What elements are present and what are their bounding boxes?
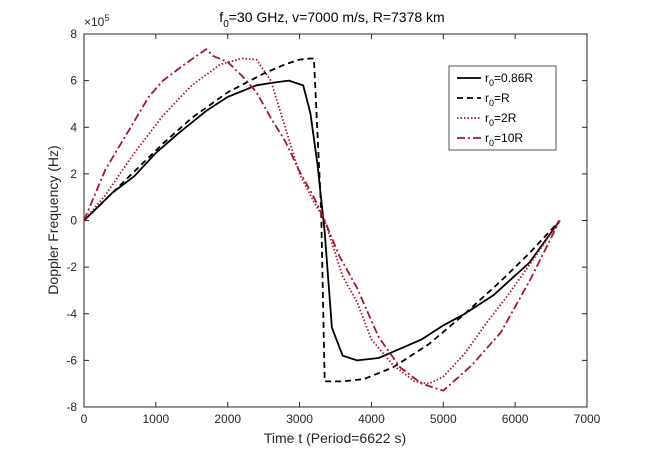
x-tick-label: 2000: [214, 412, 241, 426]
legend-label-subscript: 0: [489, 118, 494, 128]
axis-ticks: 0 1000 2000 3000 4000 5000 6000 7000-8-6-4-2024…: [66, 27, 600, 426]
x-tick-label: 7000: [574, 412, 601, 426]
y-tick-label: -2: [66, 260, 77, 274]
legend-label-prefix: r: [485, 131, 489, 145]
x-tick-label: 3000: [286, 412, 313, 426]
chart-title-prefix: f: [219, 9, 223, 25]
legend-box: [448, 65, 557, 151]
y-tick-label: 4: [70, 120, 77, 134]
y-tick-label: -8: [66, 400, 77, 414]
y-tick-label: 2: [70, 167, 77, 181]
y-tick-label: 6: [70, 74, 77, 88]
legend-label-subscript: 0: [489, 98, 494, 108]
series-line-r0-10r: [83, 48, 561, 392]
x-tick-label: 6000: [502, 412, 529, 426]
x-tick-label: 0: [81, 412, 88, 426]
legend-label-subscript: 0: [489, 78, 494, 88]
legend-label: r0=R: [485, 91, 510, 108]
y-multiplier-exponent: 5: [104, 13, 109, 23]
legend-label: r0=2R: [485, 111, 517, 128]
legend-label-prefix: r: [485, 91, 489, 105]
chart-title-subscript: 0: [223, 19, 229, 30]
legend-label-prefix: r: [485, 71, 489, 85]
y-multiplier-base: ×10: [84, 15, 105, 29]
legend-label-subscript: 0: [489, 138, 494, 148]
y-tick-label: -6: [66, 353, 77, 367]
x-tick-label: 4000: [358, 412, 385, 426]
legend-label-rest: =R: [494, 91, 510, 105]
y-axis-title: Doppler Frequency (Hz): [45, 145, 61, 294]
series-line-r0-0-86r: [83, 79, 561, 362]
legend-label: r0=0.86R: [485, 71, 533, 88]
legend-label-rest: =0.86R: [494, 71, 533, 85]
legend-label-prefix: r: [485, 111, 489, 125]
y-tick-label: -4: [66, 307, 77, 321]
series-lines: [83, 48, 561, 392]
legend-label-rest: =10R: [494, 131, 523, 145]
y-tick-label: 8: [70, 27, 77, 41]
chart-title-rest: =30 GHz, v=7000 m/s, R=7378 km: [229, 9, 445, 25]
legend-label: r0=10R: [485, 131, 523, 148]
y-axis-multiplier: ×105: [84, 13, 109, 29]
x-tick-label: 1000: [143, 412, 170, 426]
legend-label-rest: =2R: [494, 111, 517, 125]
x-tick-label: 5000: [430, 412, 457, 426]
series-line-r0-2r: [83, 57, 561, 385]
chart-title: f0=30 GHz, v=7000 m/s, R=7378 km: [219, 9, 444, 30]
y-tick-label: 0: [70, 214, 77, 228]
x-axis-title: Time t (Period=6622 s): [264, 430, 406, 446]
series-line-r0-r: [83, 57, 561, 383]
